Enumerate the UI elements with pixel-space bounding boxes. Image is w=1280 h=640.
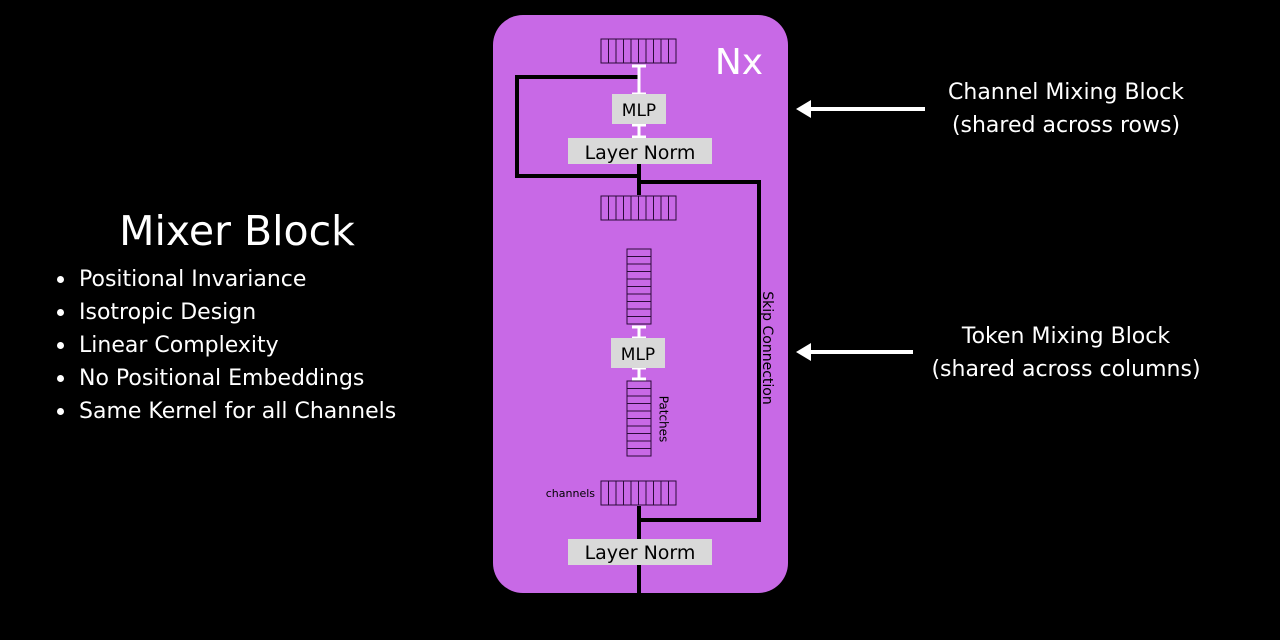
list-item: Same Kernel for all Channels [56, 395, 396, 428]
token-cell [668, 195, 677, 221]
layer-norm-box-token [568, 539, 712, 565]
token-cell [668, 480, 677, 506]
mixer-block-title: Mixer Block [119, 207, 355, 255]
patches-label: Patches [657, 396, 671, 443]
connector-top-lower [632, 123, 646, 139]
mlp-box-channel [612, 94, 666, 124]
mlp-box-token [611, 338, 665, 368]
channel-residual-line [515, 75, 638, 178]
token-row-bottom [600, 480, 677, 506]
token-mixing-title: Token Mixing Block [961, 324, 1171, 349]
list-item: Isotropic Design [56, 296, 396, 329]
patch-column-upper [626, 248, 652, 325]
layer-norm-box-channel [568, 138, 712, 164]
list-item: Positional Invariance [56, 263, 396, 296]
mixer-properties-list: Positional Invariance Isotropic Design L… [56, 263, 396, 428]
skip-connection-line [639, 180, 761, 522]
patch-cell [626, 448, 652, 457]
token-mixing-callout: Token Mixing Block (shared across column… [908, 320, 1224, 386]
patch-cell [626, 316, 652, 325]
mlp-label-token: MLP [621, 345, 655, 365]
mixer-block-container [493, 15, 788, 593]
skip-connection-label: Skip Connection [759, 291, 775, 404]
token-mixing-subtitle: (shared across columns) [931, 357, 1201, 382]
patch-column-lower [626, 380, 652, 457]
mlp-label-channel: MLP [622, 101, 656, 121]
token-mixing-arrow [796, 343, 913, 361]
channels-label: channels [546, 487, 596, 500]
repeat-label: Nx [715, 42, 763, 83]
layer-norm-label-channel: Layer Norm [585, 142, 696, 164]
channel-mixing-arrow [796, 100, 925, 118]
token-row-middle [600, 195, 677, 221]
token-row-top [600, 38, 677, 64]
list-item: Linear Complexity [56, 329, 396, 362]
layer-norm-label-token: Layer Norm [585, 542, 696, 564]
channel-mixing-title: Channel Mixing Block [948, 80, 1184, 105]
channel-mixing-callout: Channel Mixing Block (shared across rows… [918, 76, 1214, 142]
channel-mixing-subtitle: (shared across rows) [951, 113, 1181, 138]
list-item: No Positional Embeddings [56, 362, 396, 395]
token-cell [668, 38, 677, 64]
